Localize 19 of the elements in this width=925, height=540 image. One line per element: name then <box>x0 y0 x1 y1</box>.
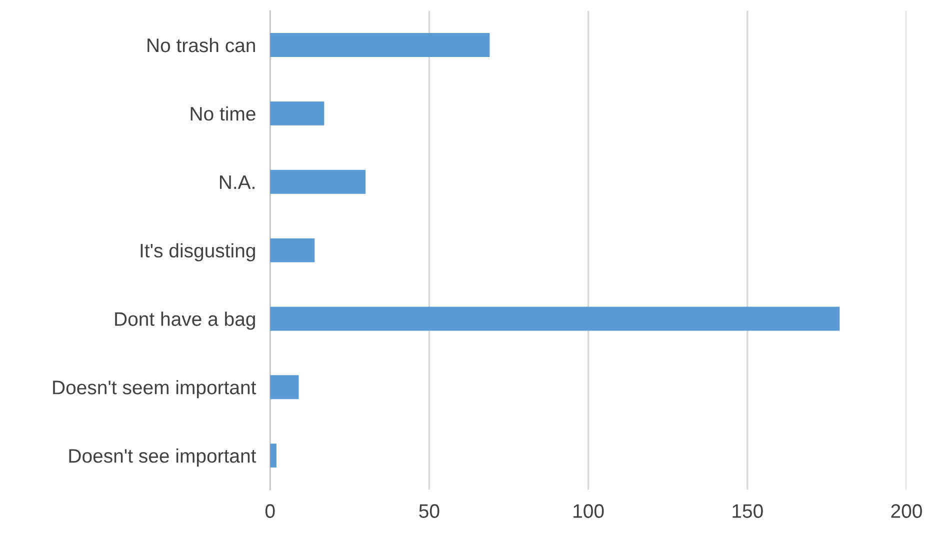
y-tick-label: No trash can <box>148 38 255 52</box>
y-tick-label: Doesn't see important <box>69 448 256 467</box>
x-tick-label: 0 <box>265 504 275 518</box>
y-tick-label: It's disgusting <box>140 243 255 262</box>
x-tick-label: 50 <box>419 504 440 518</box>
y-tick-label: Doesn't seem important <box>53 380 256 398</box>
y-tick-label: Dont have a bag <box>115 312 255 330</box>
y-tick-label: No time <box>190 106 256 121</box>
y-tick-label: N.A. <box>220 176 254 189</box>
x-tick-label: 200 <box>891 504 922 518</box>
bar <box>270 33 490 57</box>
bar <box>270 170 366 194</box>
bar <box>270 444 276 468</box>
bar <box>270 101 324 126</box>
bar <box>270 306 840 331</box>
bar <box>270 375 299 400</box>
x-tick-label: 150 <box>732 504 763 518</box>
bar <box>270 238 315 262</box>
x-tick-label: 100 <box>574 504 604 518</box>
